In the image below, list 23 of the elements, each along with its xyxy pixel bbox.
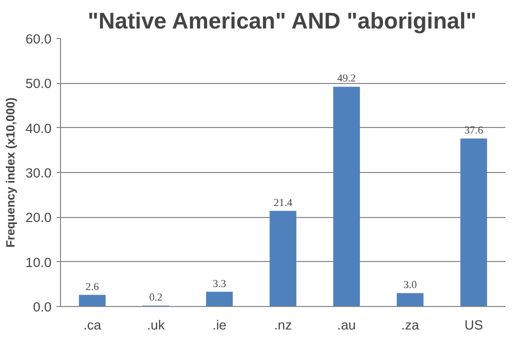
data-label: 21.4 bbox=[274, 198, 293, 209]
data-label: 49.2 bbox=[337, 74, 356, 85]
data-label: 37.6 bbox=[464, 126, 484, 137]
chart-title: "Native American" AND "aboriginal" bbox=[88, 8, 477, 34]
y-tick-label: 30.0 bbox=[26, 166, 52, 180]
y-tick-label: 20.0 bbox=[26, 210, 52, 226]
y-tick-label: 50.0 bbox=[26, 76, 52, 92]
x-tick-label: .au bbox=[337, 318, 356, 332]
x-tick-label: .za bbox=[401, 318, 420, 332]
x-tick-label: .nz bbox=[274, 318, 292, 332]
data-label: 3.3 bbox=[212, 278, 226, 290]
data-label: 2.6 bbox=[86, 282, 100, 293]
data-label: 3.0 bbox=[403, 280, 417, 292]
y-tick-label: 0.0 bbox=[32, 300, 52, 314]
y-tick-label: 60.0 bbox=[26, 32, 52, 46]
x-tick-label: .ie bbox=[212, 318, 226, 332]
y-axis-title: Frequency index (x10,000) bbox=[4, 97, 18, 248]
y-tick-label: 40.0 bbox=[26, 120, 52, 136]
data-label: 0.2 bbox=[149, 292, 163, 304]
x-tick-label: US bbox=[464, 318, 484, 332]
x-tick-label: .uk bbox=[146, 318, 166, 332]
y-tick-label: 10.0 bbox=[26, 254, 52, 270]
x-tick-label: .ca bbox=[83, 318, 102, 332]
